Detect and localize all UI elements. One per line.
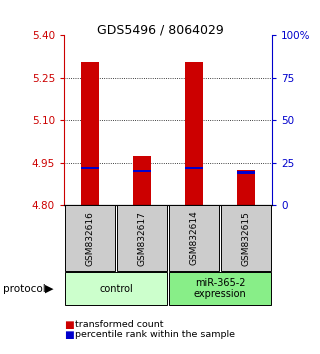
- Bar: [65, 272, 167, 305]
- Bar: [116, 205, 167, 271]
- Text: GSM832616: GSM832616: [85, 211, 94, 266]
- Text: GSM832617: GSM832617: [138, 211, 147, 266]
- Bar: [237, 171, 255, 174]
- Text: ■: ■: [64, 330, 74, 339]
- Bar: [133, 170, 151, 172]
- Text: GDS5496 / 8064029: GDS5496 / 8064029: [97, 23, 223, 36]
- Text: ■: ■: [64, 320, 74, 330]
- Text: GSM832615: GSM832615: [242, 211, 251, 266]
- Bar: [169, 205, 220, 271]
- Bar: [169, 272, 271, 305]
- Bar: [220, 205, 271, 271]
- Bar: [81, 62, 99, 205]
- Text: protocol: protocol: [3, 284, 46, 293]
- Bar: [133, 156, 151, 205]
- Bar: [65, 205, 116, 271]
- Text: miR-365-2
expression: miR-365-2 expression: [194, 278, 246, 299]
- Bar: [237, 170, 255, 205]
- Bar: [185, 62, 203, 205]
- Text: GSM832614: GSM832614: [189, 211, 198, 266]
- Text: ▶: ▶: [45, 284, 54, 293]
- Text: percentile rank within the sample: percentile rank within the sample: [75, 330, 235, 339]
- Text: transformed count: transformed count: [75, 320, 164, 330]
- Text: control: control: [99, 284, 133, 293]
- Bar: [81, 166, 99, 169]
- Bar: [185, 166, 203, 169]
